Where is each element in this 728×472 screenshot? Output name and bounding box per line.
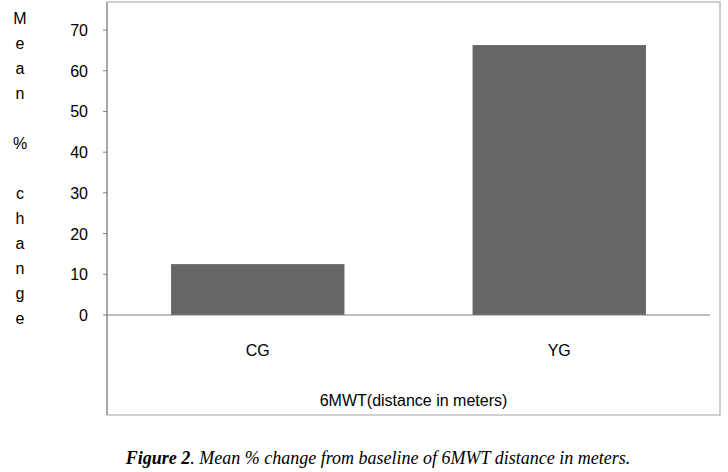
bar	[171, 264, 344, 315]
y-tick	[103, 152, 107, 153]
y-tick	[103, 111, 107, 112]
y-tick	[103, 233, 107, 234]
x-axis-label: 6MWT(distance in meters)	[320, 392, 508, 409]
y-tick-label: 20	[70, 226, 88, 243]
y-tick-label: 0	[79, 307, 88, 324]
chart: 0 10 20 30 40 50 60 70 CG YG 6MWT(distance in mete…	[0, 0, 728, 472]
y-tick-label: 70	[70, 22, 88, 39]
y-tick	[103, 315, 107, 316]
y-tick-label: 50	[70, 103, 88, 120]
bar	[473, 45, 646, 315]
y-tick-label: 10	[70, 266, 88, 283]
y-tick	[103, 192, 107, 193]
bars	[171, 45, 646, 315]
y-tick	[103, 274, 107, 275]
chart-frame	[107, 2, 720, 415]
caption: Figure 2. Mean % change from baseline of…	[125, 448, 630, 468]
y-axis-line	[107, 2, 108, 415]
y-tick-label: 30	[70, 185, 88, 202]
x-axis-line	[107, 315, 710, 316]
x-tick-label: YG	[548, 342, 571, 359]
y-tick	[103, 30, 107, 31]
y-tick-label: 40	[70, 144, 88, 161]
y-tick-label: 60	[70, 63, 88, 80]
y-tick	[103, 70, 107, 71]
x-tick-label: CG	[246, 342, 270, 359]
y-axis-label: Mean%change	[13, 10, 27, 327]
